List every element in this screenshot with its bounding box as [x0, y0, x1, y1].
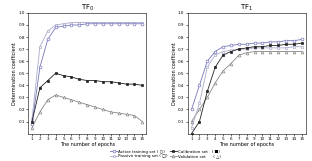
Title: TF$_1$: TF$_1$: [240, 3, 253, 13]
Legend: Active training set ( ○), Passive training set ( □), Calibration set   ( ■), Val: Active training set ( ○), Passive traini…: [110, 149, 221, 159]
X-axis label: The number of epochs: The number of epochs: [60, 142, 115, 147]
X-axis label: The number of epochs: The number of epochs: [219, 142, 274, 147]
Title: TF$_0$: TF$_0$: [80, 3, 94, 13]
Y-axis label: Determination coefficient: Determination coefficient: [12, 42, 17, 105]
Y-axis label: Determination coefficient: Determination coefficient: [172, 42, 177, 105]
